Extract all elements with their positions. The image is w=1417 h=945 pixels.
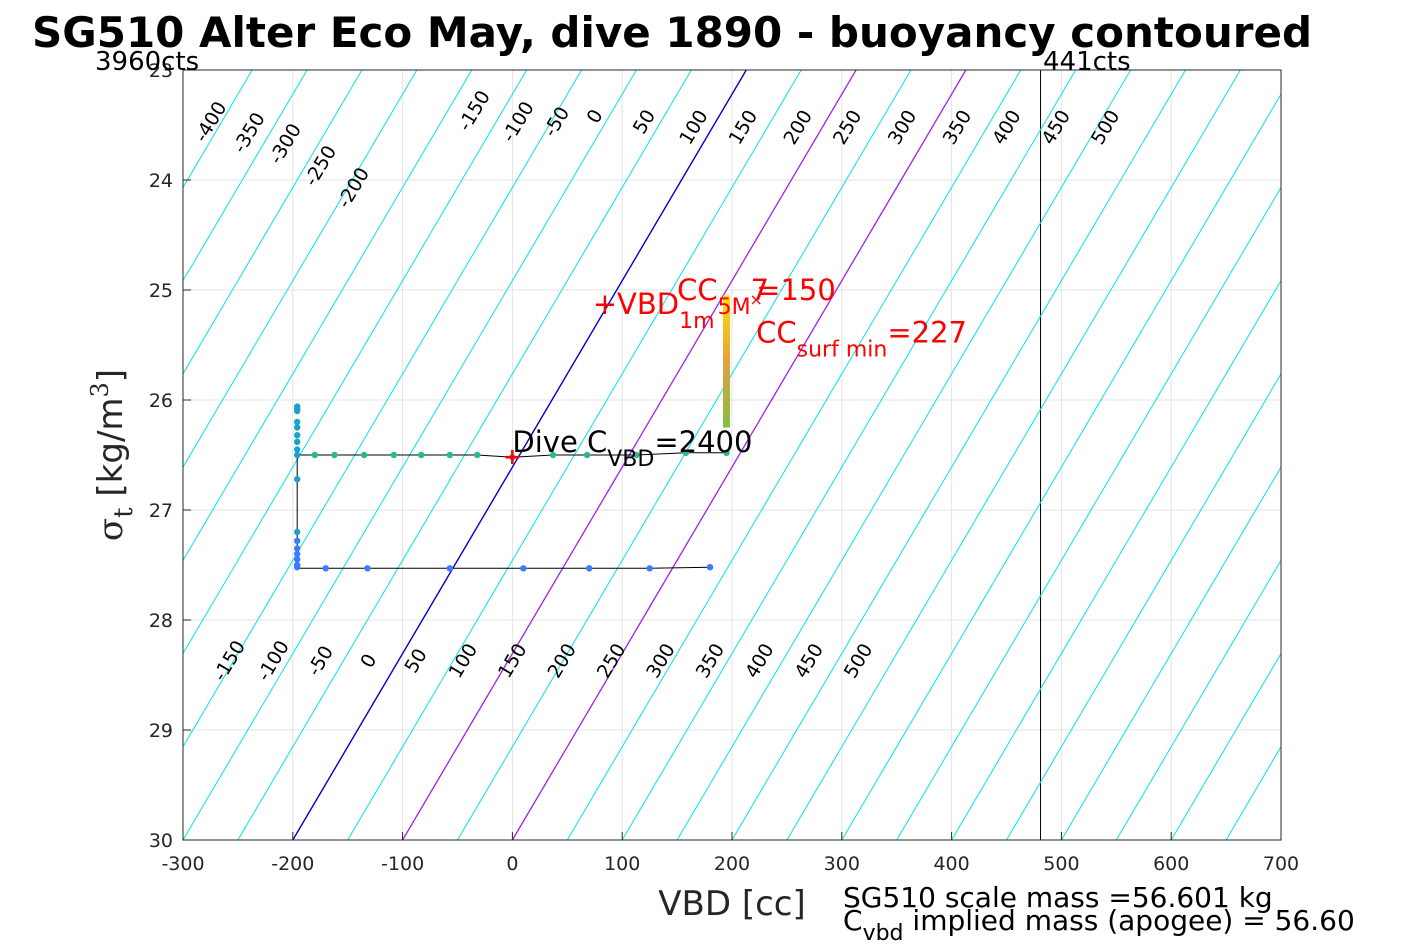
data-point xyxy=(293,556,301,563)
data-point xyxy=(331,451,338,459)
data-point xyxy=(293,446,301,453)
data-point xyxy=(418,451,425,459)
contour-line xyxy=(1391,0,1417,840)
data-point xyxy=(293,545,301,552)
y-tick-label: 27 xyxy=(149,500,173,522)
data-point xyxy=(446,565,454,572)
data-point xyxy=(549,451,557,459)
y-tick-label: 30 xyxy=(149,830,173,852)
x-tick-label: 600 xyxy=(1153,853,1189,875)
cc-marker: × xyxy=(749,290,762,309)
y-tick-label: 26 xyxy=(149,390,173,412)
x-tick-label: 700 xyxy=(1263,853,1299,875)
axes: -300 -200 -100 0 100 200 300 400 500 600 700 23 24 25… xyxy=(149,60,1299,875)
data-point xyxy=(520,565,527,572)
data-point xyxy=(682,449,690,456)
footer-implied-mass: Cvbd implied mass (apogee) = 56.60 xyxy=(843,904,1355,945)
data-point xyxy=(293,403,301,410)
data-point xyxy=(293,418,301,426)
data-point xyxy=(293,537,301,544)
data-point xyxy=(293,476,301,483)
right-limit-label: 441cts xyxy=(1043,47,1131,77)
data-point xyxy=(583,451,591,459)
footer-scale-mass: SG510 scale mass =56.601 kg xyxy=(843,881,1273,914)
y-label-sigma: σ xyxy=(91,518,131,541)
vbd-1m-label: +VBD1m xyxy=(593,287,715,334)
y-label-close: ] xyxy=(91,369,131,382)
data-point xyxy=(586,565,593,572)
data-point xyxy=(360,451,368,459)
y-label-units: [kg/m xyxy=(91,397,131,507)
data-point xyxy=(293,432,301,439)
x-tick-label: -200 xyxy=(271,853,314,875)
y-label-sub: t xyxy=(109,507,139,518)
footer-c: C xyxy=(843,904,863,937)
dive-marker: + xyxy=(503,445,521,470)
x-tick-label: -300 xyxy=(161,853,204,875)
surface-bar xyxy=(723,295,731,428)
contour-line xyxy=(1280,839,1281,840)
data-point xyxy=(646,565,653,572)
data-point xyxy=(293,561,301,569)
chart-title: SG510 Alter Eco May, dive 1890 - buoyanc… xyxy=(32,8,1312,57)
x-tick-label: 500 xyxy=(1043,853,1079,875)
data-point xyxy=(446,451,454,459)
dive-trace-upper xyxy=(297,452,727,458)
x-tick-label: 0 xyxy=(506,853,518,875)
x-axis-label: VBD [cc] xyxy=(658,884,806,924)
data-point xyxy=(322,565,329,572)
y-label-exp: 3 xyxy=(86,382,114,397)
data-point xyxy=(509,454,516,461)
footer-vbd-sub: vbd xyxy=(863,921,904,945)
cc-5m-value: =150 xyxy=(756,273,836,307)
data-series xyxy=(293,295,731,572)
cc-surf-min-label: CCsurf min=227 xyxy=(756,316,967,363)
contour-line xyxy=(1336,0,1417,840)
x-tick-label: 200 xyxy=(714,853,750,875)
data-point xyxy=(293,438,301,445)
y-tick-label: 25 xyxy=(149,280,173,302)
data-point xyxy=(364,565,371,572)
data-point xyxy=(474,451,481,459)
x-tick-label: 400 xyxy=(933,853,969,875)
x-tick-label: 100 xyxy=(604,853,640,875)
cc-5m-label: CC5M7 xyxy=(677,273,769,320)
data-point xyxy=(311,451,318,459)
y-tick-label: 23 xyxy=(149,60,173,82)
data-point xyxy=(293,424,301,431)
data-point xyxy=(293,451,301,459)
y-axis-label: σt [kg/m3] xyxy=(86,369,139,541)
data-point xyxy=(723,449,730,456)
y-tick-label: 28 xyxy=(149,610,173,632)
svg-text:σt [kg/m3]: σt [kg/m3] xyxy=(86,369,139,541)
data-point xyxy=(390,451,398,459)
data-point xyxy=(293,528,301,536)
left-limit-label: 3960cts xyxy=(95,47,199,77)
dive-cvbd-label: Dive CVBD=2400 xyxy=(512,425,752,472)
data-point xyxy=(706,564,714,571)
data-point xyxy=(633,451,640,459)
data-point xyxy=(293,550,301,558)
x-tick-label: 300 xyxy=(824,853,860,875)
x-tick-label: -100 xyxy=(381,853,424,875)
y-tick-label: 24 xyxy=(149,170,173,192)
y-tick-label: 29 xyxy=(149,720,173,742)
footer-implied-rest: implied mass (apogee) = 56.60 xyxy=(904,904,1355,937)
